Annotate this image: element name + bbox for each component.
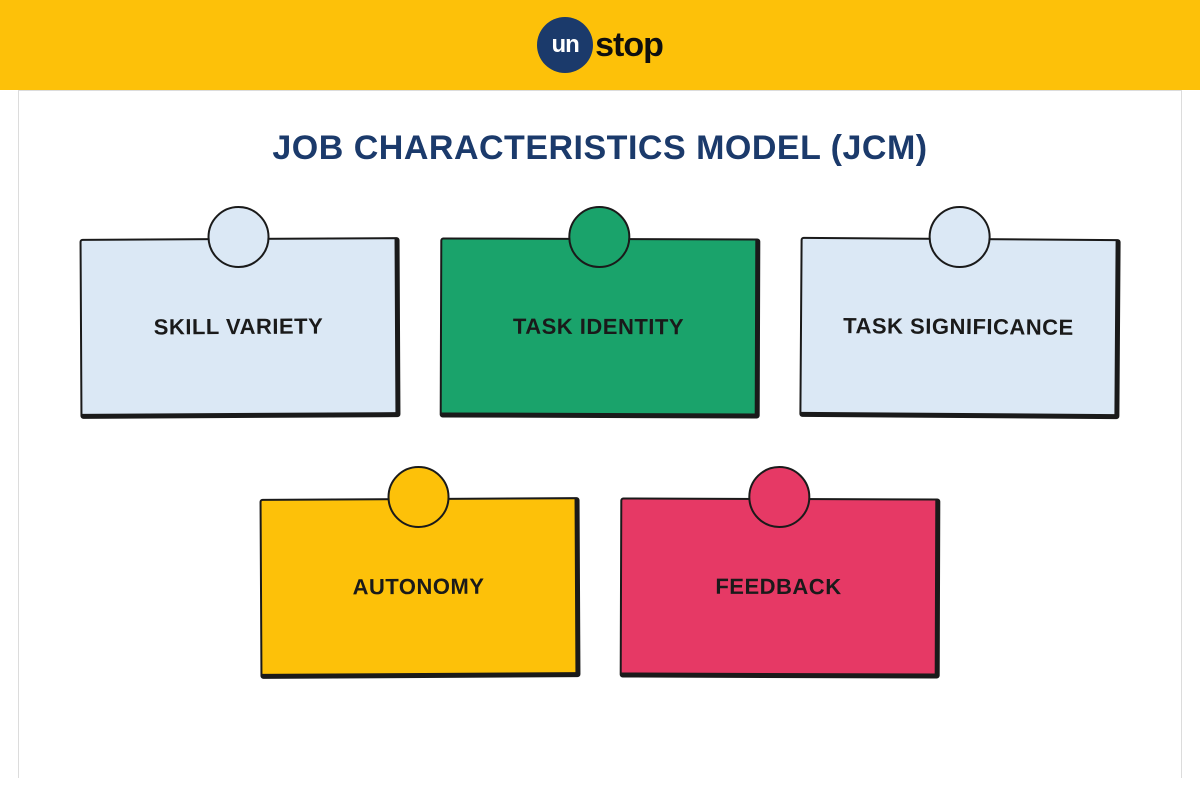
content-frame: JOB CHARACTERISTICS MODEL (JCM) SKILL VA… xyxy=(18,90,1182,778)
header-band: un stop xyxy=(0,0,1200,90)
card-label: TASK SIGNIFICANCE xyxy=(833,313,1084,341)
card-dot-icon xyxy=(568,206,630,268)
card-dot-icon xyxy=(928,206,990,268)
card-label: FEEDBACK xyxy=(705,573,851,600)
card-autonomy: AUTONOMY xyxy=(260,497,581,679)
card-dot-icon xyxy=(387,466,449,528)
card-label: AUTONOMY xyxy=(342,573,494,600)
card-skill-variety: SKILL VARIETY xyxy=(80,237,401,419)
card-label: SKILL VARIETY xyxy=(144,313,334,340)
brand-logo: un stop xyxy=(537,17,663,73)
card-dot-icon xyxy=(748,466,810,528)
card-rows: SKILL VARIETY TASK IDENTITY TASK SIGNIFI… xyxy=(49,238,1151,678)
main-title: JOB CHARACTERISTICS MODEL (JCM) xyxy=(49,129,1151,168)
infographic-root: un stop JOB CHARACTERISTICS MODEL (JCM) … xyxy=(0,0,1200,800)
logo-badge: un xyxy=(537,17,593,73)
logo-tail: stop xyxy=(595,26,663,65)
card-task-identity: TASK IDENTITY xyxy=(440,237,761,418)
card-row-1: SKILL VARIETY TASK IDENTITY TASK SIGNIFI… xyxy=(80,238,1120,418)
card-task-significance: TASK SIGNIFICANCE xyxy=(799,237,1120,419)
card-label: TASK IDENTITY xyxy=(503,313,694,340)
card-dot-icon xyxy=(207,206,269,268)
card-row-2: AUTONOMY FEEDBACK xyxy=(260,498,940,678)
card-feedback: FEEDBACK xyxy=(620,497,941,678)
